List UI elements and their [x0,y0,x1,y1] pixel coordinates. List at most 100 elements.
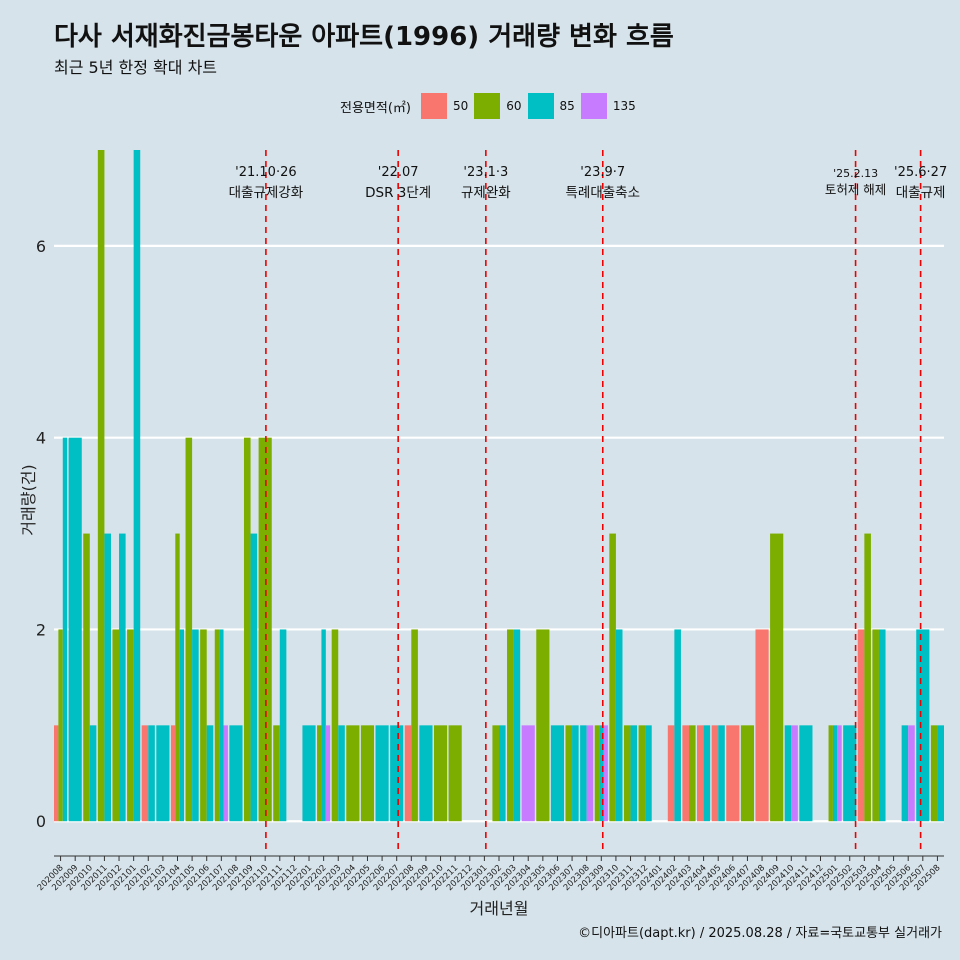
bar-202503-50 [857,629,865,822]
legend-label-60: 60 [506,99,522,113]
bar-202410-85 [784,725,792,822]
bar-202309-60 [594,725,600,822]
bar-202312-85 [645,725,652,822]
bar-202306-85 [550,725,565,822]
bar-202211-60 [448,725,462,822]
event-date: '22.07 [378,165,419,180]
bar-202012-85 [119,533,126,822]
bar-202104-60 [175,533,180,822]
bar-202109-60 [243,437,251,822]
bar-202208-50 [404,725,412,822]
bar-202310-60 [609,533,616,822]
bar-202104-50 [170,725,176,822]
bar-202405-85 [718,725,725,822]
bar-202507-85 [916,629,930,822]
bar-202305-60 [536,629,550,822]
bar-202203-60 [331,629,339,822]
chart-subtitle: 최근 5년 한정 확대 차트 [54,58,218,77]
bar-202012-60 [112,629,120,822]
event-label: 특례대출축소 [565,185,640,201]
bar-202108-85 [229,725,243,822]
bar-202203-85 [338,725,345,822]
event-label: 대출규제강화 [229,185,304,201]
bar-202101-85 [133,150,141,822]
bar-202312-60 [638,725,646,822]
legend-label-50: 50 [452,99,469,113]
bar-202506-85 [901,725,909,822]
bar-202204-60 [346,725,360,822]
bar-202405-50 [711,725,719,822]
bar-202402-85 [674,629,681,822]
bar-202202-85 [321,629,326,822]
bar-202303-60 [507,629,514,822]
bar-202403-50 [682,725,689,822]
bar-202206-85 [375,725,389,822]
bar-202506-135 [908,725,915,822]
bar-202107-60 [214,629,220,822]
bar-202103-85 [156,725,170,822]
bar-202102-50 [141,725,149,822]
bar-202402-50 [667,725,675,822]
event-date: '21.10·26 [235,165,296,180]
bar-202501-85 [832,725,838,822]
event-label: 토허제 해제 [825,182,886,197]
bar-202307-85 [572,725,579,822]
bar-202109-85 [250,533,258,822]
bar-202504-85 [878,629,886,822]
chart-title: 다사 서재화진금봉타운 아파트(1996) 거래량 변화 흐름 [54,22,674,52]
bar-202308-85 [580,725,587,822]
bar-202308-135 [586,725,594,822]
bar-202407-60 [740,725,755,822]
bar-202404-85 [703,725,711,822]
bar-202008-50 [54,725,59,822]
bar-202409-60 [770,533,784,822]
bar-202110-60 [258,437,272,822]
bar-202502-85 [843,725,857,822]
bar-202010-60 [83,533,90,822]
y-tick-label: 6 [36,237,46,256]
event-date: '25.6·27 [894,165,947,180]
bar-202011-60 [97,150,105,822]
event-date: '23.9·7 [580,165,625,180]
bar-202008-85 [62,437,68,822]
bar-202104-85 [179,629,185,822]
y-tick-label: 2 [36,620,46,639]
bar-202406-50 [726,725,740,822]
legend-swatch-135 [580,93,607,119]
bar-202111-60 [273,725,280,822]
legend-label-135: 135 [612,99,636,113]
y-tick-label: 4 [36,429,46,448]
bar-202210-60 [433,725,448,822]
bar-202501-135 [837,725,842,822]
bar-202501-60 [828,725,833,822]
legend-title: 전용면적(㎡) [340,100,411,116]
bar-202508-60 [930,725,938,822]
source-caption: ©디아파트(dapt.kr) / 2025.08.28 / 자료=국토교통부 실… [578,926,942,941]
bar-202302-85 [499,725,506,822]
legend-item-85: 85 [527,93,575,119]
event-date: '23.1·3 [463,165,508,180]
bar-202304-135 [521,725,535,822]
legend-item-60: 60 [474,93,522,119]
bar-202008-60 [58,629,63,822]
bar-202105-60 [185,437,193,822]
legend-item-135: 135 [580,93,636,119]
event-label: 규제완화 [461,185,511,201]
x-axis-title: 거래년월 [470,899,529,918]
bar-202107-85 [219,629,224,822]
bar-202309-135 [603,725,608,822]
legend: 전용면적(㎡) 50 60 85 135 [340,93,642,119]
bar-202107-135 [223,725,228,822]
bar-202106-60 [200,629,207,822]
bar-202508-85 [937,725,944,822]
event-label: 대출규제 [896,185,946,201]
legend-label-85: 85 [559,99,575,113]
bar-202410-135 [791,725,798,822]
bar-202207-85 [390,725,404,822]
bar-202408-50 [755,629,769,822]
bar-202403-60 [688,725,696,822]
legend-swatch-85 [527,93,554,119]
bar-202503-60 [864,533,871,822]
